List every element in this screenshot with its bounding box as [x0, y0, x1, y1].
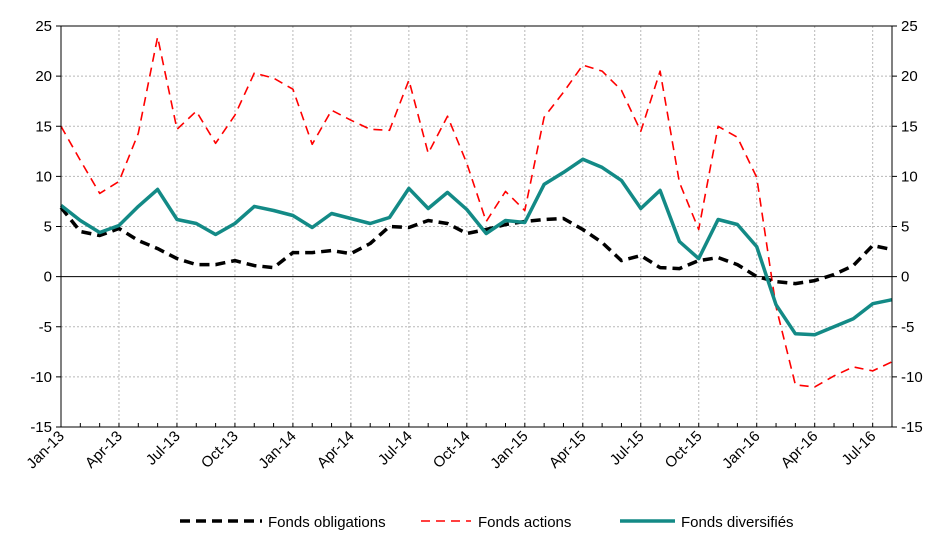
y-axis-right: -15 -10 -5 0 5 10 15 20 25 [892, 18, 923, 436]
y-tick-label-left: -5 [39, 319, 52, 336]
x-tick-label: Jul-15 [607, 428, 648, 469]
x-tick-label: Jan-16 [719, 428, 763, 472]
x-tick-label: Jul-16 [839, 428, 880, 469]
legend-label: Fonds obligations [268, 514, 386, 530]
y-tick-label-right: 0 [901, 269, 909, 286]
x-tick-label: Jan-15 [487, 428, 531, 472]
legend-label: Fonds diversifiés [681, 514, 794, 530]
legend: Fonds obligations Fonds actions Fonds dive… [180, 514, 794, 531]
x-tick-label: Jul-13 [143, 428, 184, 469]
x-tick-label: Oct-15 [662, 428, 706, 472]
y-tick-label-right: 10 [901, 168, 918, 185]
y-tick-label-right: 5 [901, 219, 909, 236]
y-tick-label-right: -10 [901, 369, 923, 386]
x-tick-label: Apr-13 [82, 428, 126, 472]
x-tick-label: Apr-16 [778, 428, 822, 472]
y-tick-label-right: 15 [901, 118, 918, 135]
y-tick-label-right: -15 [901, 419, 923, 436]
series-lines [59, 36, 893, 388]
y-tick-label-left: 25 [35, 18, 52, 35]
x-tick-label: Oct-13 [198, 428, 242, 472]
x-tick-label: Jul-14 [375, 428, 416, 469]
y-axis-left: -15 -10 -5 0 5 10 15 20 25 [30, 18, 61, 436]
x-tick-label: Apr-15 [546, 428, 590, 472]
y-tick-label-left: 20 [35, 68, 52, 85]
x-tick-label: Oct-14 [430, 428, 474, 472]
y-tick-label-left: 10 [35, 168, 52, 185]
x-tick-label: Jan-14 [255, 428, 299, 472]
series-line-obligations [59, 206, 893, 286]
x-axis: Jan-13 Apr-13 Jul-13 Oct-13 Jan-14 Apr-14 Jul-… [23, 423, 893, 472]
legend-label: Fonds actions [478, 514, 571, 530]
gridlines [61, 26, 892, 427]
y-tick-label-right: 20 [901, 68, 918, 85]
y-tick-label-right: -5 [901, 319, 914, 336]
y-tick-label-left: 15 [35, 118, 52, 135]
y-tick-label-left: 0 [44, 269, 52, 286]
series-line-diversifies [59, 157, 893, 337]
series-line-actions [60, 36, 893, 388]
y-tick-label-right: 25 [901, 18, 918, 35]
x-tick-label: Apr-14 [314, 428, 358, 472]
y-tick-label-left: 5 [44, 219, 52, 236]
y-tick-label-left: -15 [30, 419, 52, 436]
y-tick-label-left: -10 [30, 369, 52, 386]
